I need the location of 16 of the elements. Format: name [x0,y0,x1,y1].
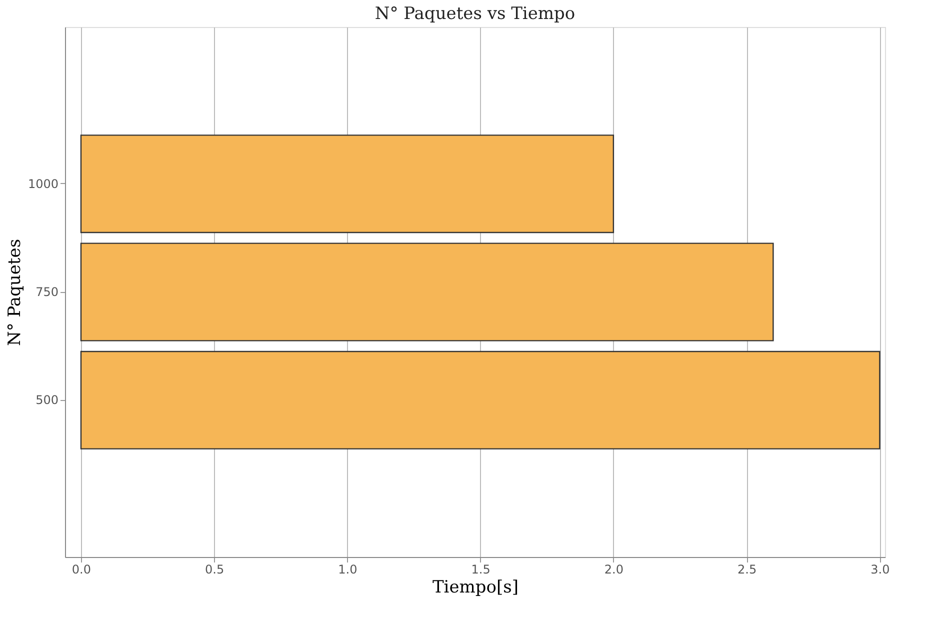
x-axis-title: Tiempo[s] [432,578,519,598]
bar [80,242,774,342]
bar [80,350,880,450]
y-tick-label: 1000 [28,176,58,191]
y-tick-label: 750 [36,285,58,299]
x-tick-label: 0.5 [205,562,224,576]
x-tick-label: 1.5 [471,562,490,576]
x-tick-label: 1.0 [338,562,358,576]
y-tick-label: 500 [36,393,58,408]
x-tick-label: 3.0 [870,562,890,576]
bar [80,134,614,234]
chart-title: N° Paquetes vs Tiempo [374,4,576,24]
x-tick-label: 2.5 [738,562,757,576]
x-tick-label: 2.0 [604,562,624,576]
y-axis-title: N° Paquetes [4,238,25,346]
x-tick-label: 0.0 [72,562,92,576]
